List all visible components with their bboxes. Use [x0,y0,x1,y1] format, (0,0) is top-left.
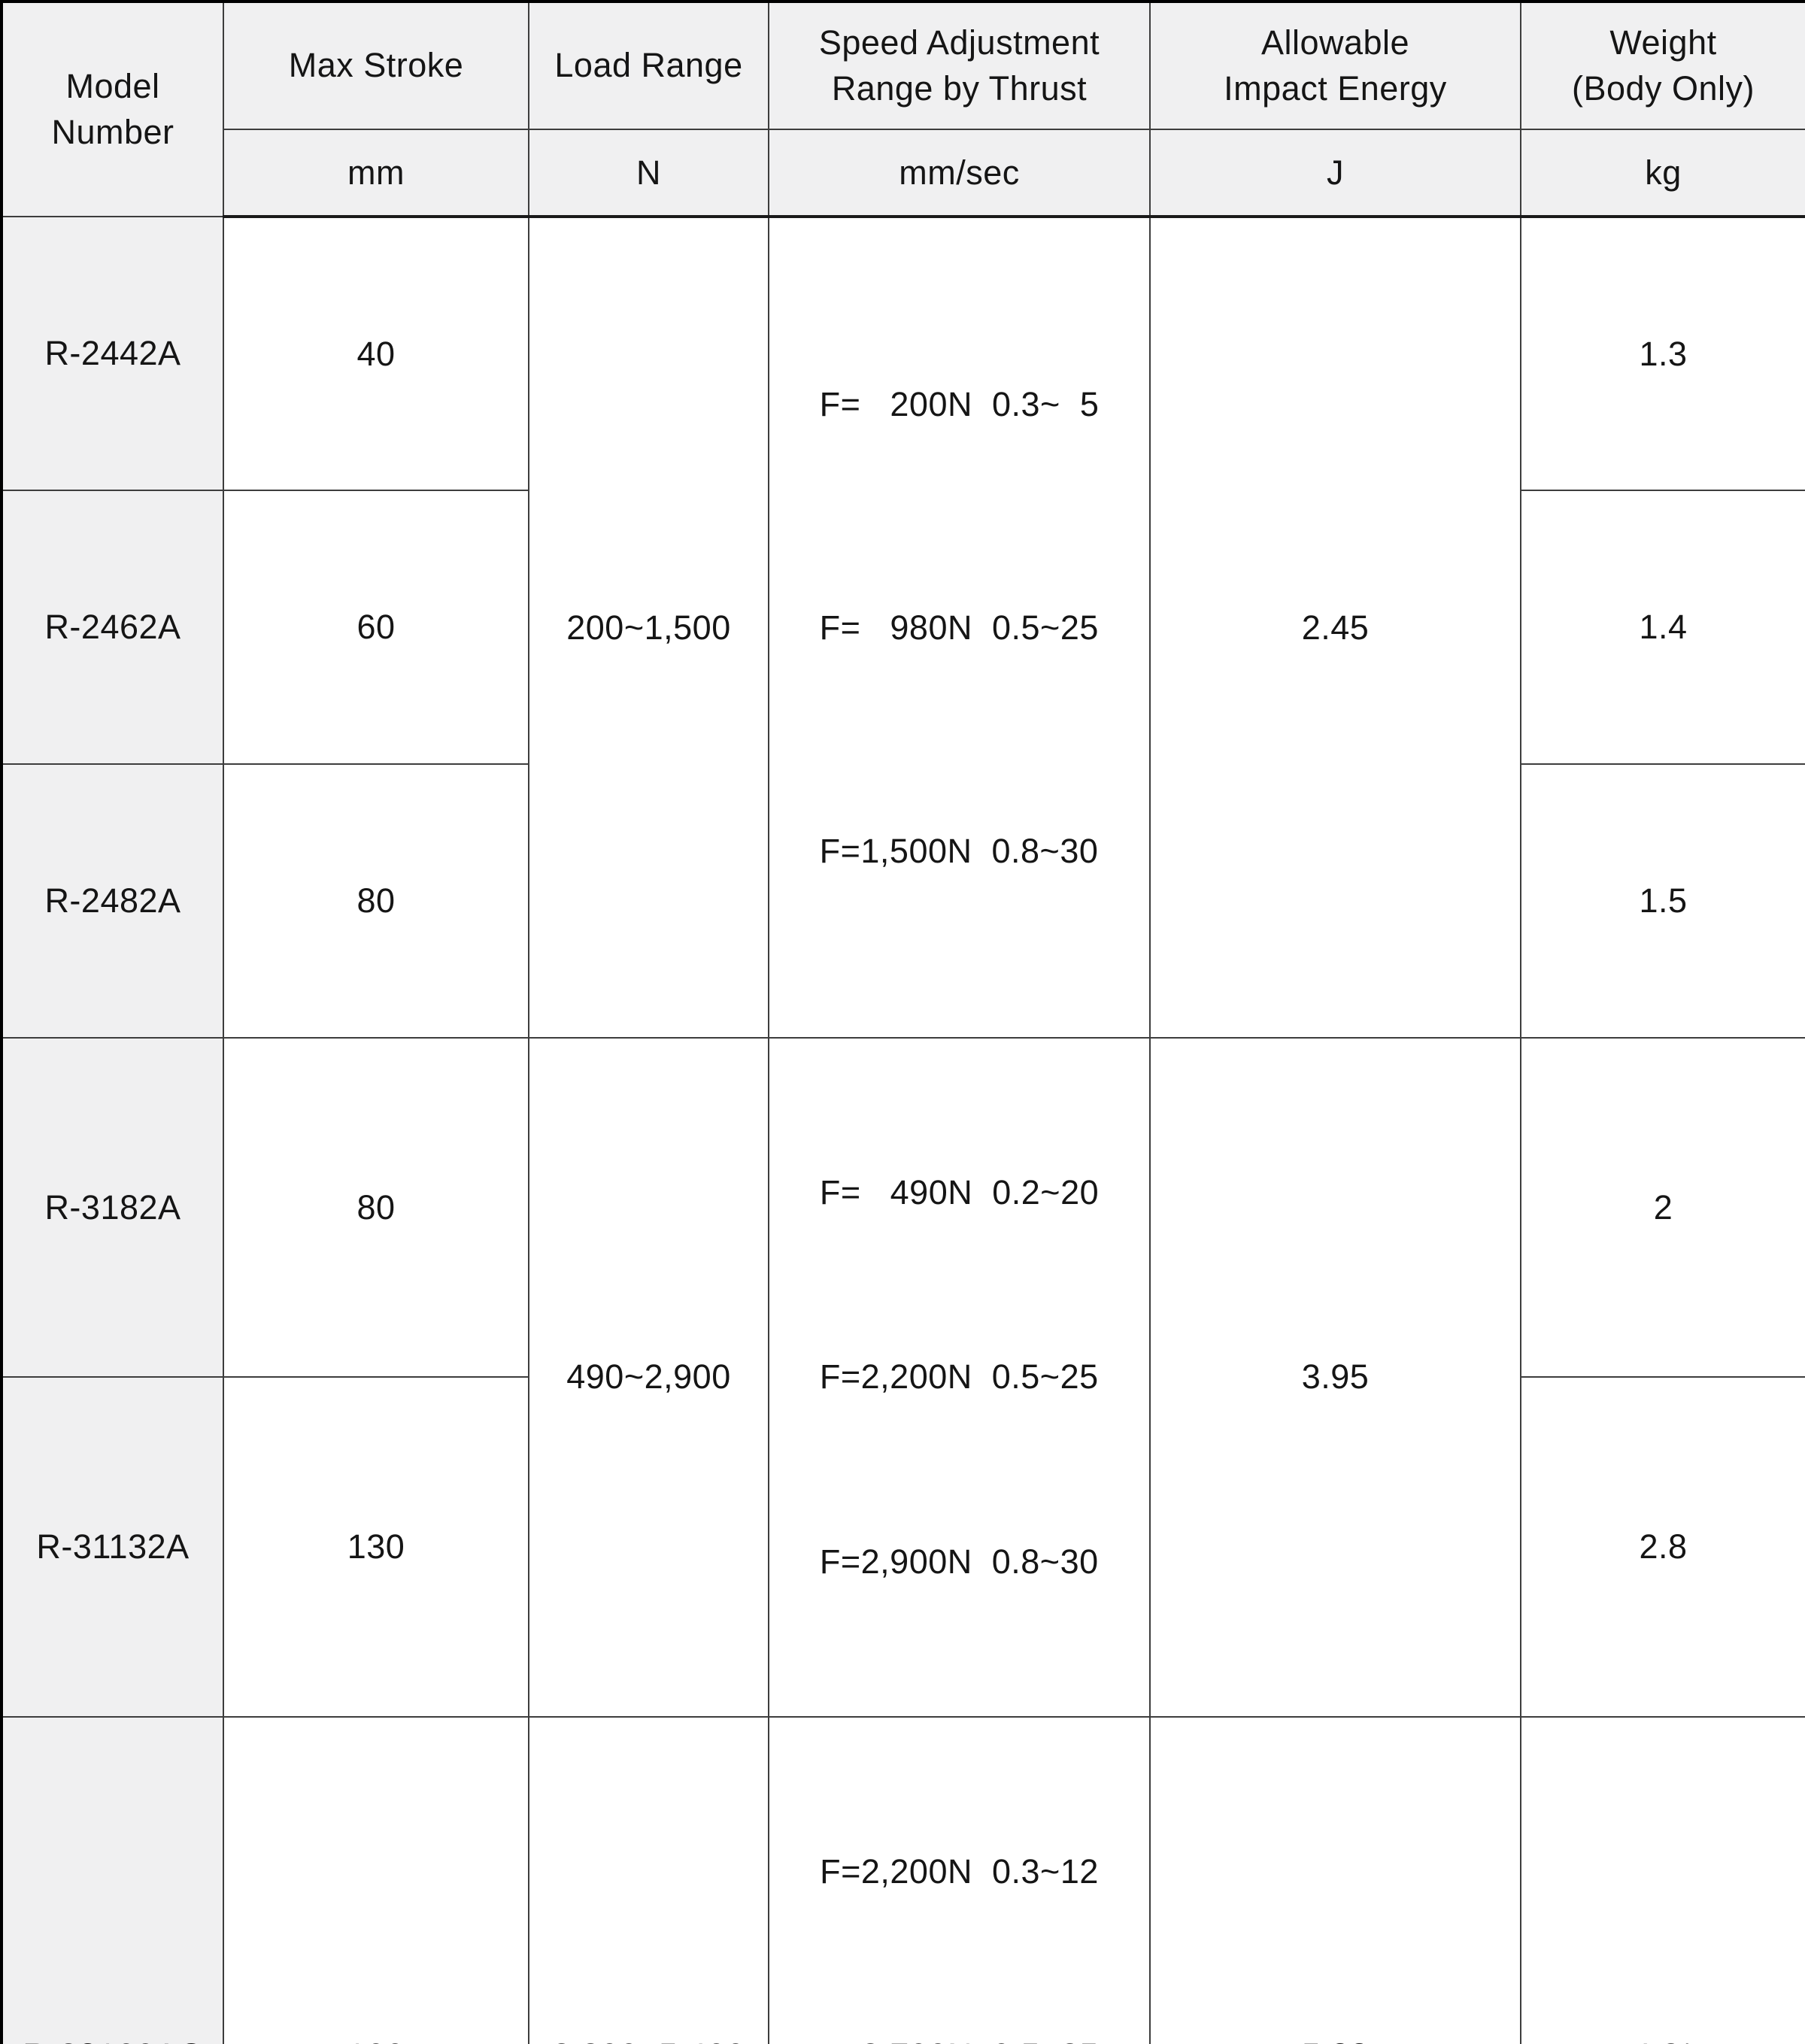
header-model-number: Model Number [1,1,224,217]
table-row: R-2442A 40 200~1,500 F= 200N 0.3~ 5 F= 9… [1,216,1805,1039]
header-speed-range: Speed Adjustment Range by Thrust [768,1,1151,130]
cell-model-number: R-38100AC [1,1715,224,2044]
table-row: R-2462A 60 1.4 [1,490,1805,765]
cell-model-number: R-2462A [1,490,224,765]
cell-speed-range: F= 200N 0.3~ 5 F= 980N 0.5~25 F=1,500N 0… [768,216,1151,1039]
speed-line: F= 980N 0.5~25 [819,608,1099,647]
cell-load-range: 200~1,500 [528,216,769,1039]
cell-weight: 2 [1520,1036,1805,1378]
cell-max-stroke: 100 [223,1715,529,2044]
cell-weight: 1.4 [1520,490,1805,765]
cell-max-stroke: 80 [223,1036,529,1378]
speed-range-lines: F= 200N 0.3~ 5 F= 980N 0.5~25 F=1,500N 0… [819,218,1100,1036]
header-weight: Weight (Body Only) [1520,1,1805,130]
speed-line: F=2,900N 0.8~30 [819,1542,1099,1582]
cell-impact-energy: 3.95 [1149,1037,1521,1718]
header-load-range-label: Load Range [554,46,743,85]
speed-range-lines: F= 490N 0.2~20 F=2,200N 0.5~25 F=2,900N … [819,1039,1100,1715]
cell-impact-energy: 2.45 [1149,216,1521,1039]
header-row-units: mm N mm/sec J kg [2,129,1805,218]
table-row: R-38100AC 100 2,200~5,400 F=2,200N 0.3~1… [1,1715,1805,2044]
header-weight-label: Weight (Body Only) [1571,23,1755,108]
cell-max-stroke: 60 [223,490,529,765]
speed-line: F= 490N 0.2~20 [819,1172,1100,1212]
header-max-stroke-label: Max Stroke [288,46,464,85]
cell-max-stroke: 130 [223,1376,529,1718]
header-impact-energy-label: Allowable Impact Energy [1224,23,1447,108]
cell-load-range: 2,200~5,400 [528,1715,769,2044]
table-row: R-2482A 80 1.5 [1,763,1805,1039]
cell-max-stroke: 80 [223,763,529,1039]
table-row: R-3182A 80 490~2,900 F= 490N 0.2~20 F=2,… [1,1036,1805,1718]
cell-model-number: R-31132A [1,1376,224,1718]
cell-model-number: R-3182A [1,1036,224,1378]
cell-load-range: 490~2,900 [528,1037,769,1718]
unit-speed-range: mm/sec [768,129,1151,218]
speed-line: F=3,700N 0.5~25 [820,2025,1099,2044]
header-speed-range-label: Speed Adjustment Range by Thrust [818,23,1100,108]
speed-range-lines: F=2,200N 0.3~12 F=3,700N 0.5~25 F=5,400N… [820,1718,1099,2044]
header-max-stroke: Max Stroke [223,1,529,130]
cell-weight: 1.3 [1520,216,1805,491]
header-impact-energy: Allowable Impact Energy [1149,1,1521,130]
speed-line: F=1,500N 0.8~30 [819,832,1099,870]
cell-speed-range: F=2,200N 0.3~12 F=3,700N 0.5~25 F=5,400N… [768,1715,1151,2044]
cell-weight: 2.8 [1520,1376,1805,1718]
header-row-labels: Model Number Max Stroke Load Range Speed… [1,1,1805,217]
speed-line: F=2,200N 0.5~25 [819,1357,1099,1397]
unit-max-stroke: mm [223,129,529,218]
cell-impact-energy: 5.88 [1149,1715,1521,2044]
cell-speed-range: F= 490N 0.2~20 F=2,200N 0.5~25 F=2,900N … [768,1037,1151,1718]
speed-line: F= 200N 0.3~ 5 [819,385,1100,423]
speed-line: F=2,200N 0.3~12 [820,1851,1099,1891]
cell-weight: 4.2* [1520,1715,1805,2044]
cell-model-number: R-2482A [1,763,224,1039]
header-load-range: Load Range [528,1,769,130]
unit-load-range: N [528,129,769,218]
cell-weight: 1.5 [1520,763,1805,1039]
header-model-number-label: Model Number [51,66,174,151]
cell-max-stroke: 40 [223,216,529,491]
unit-weight: kg [1520,129,1805,218]
unit-impact-energy: J [1149,129,1521,218]
cell-model-number: R-2442A [1,216,224,491]
